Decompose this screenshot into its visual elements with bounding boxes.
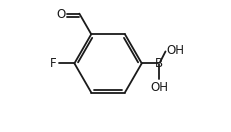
Text: O: O xyxy=(56,8,65,21)
Text: B: B xyxy=(154,57,162,70)
Text: OH: OH xyxy=(166,44,184,57)
Text: OH: OH xyxy=(149,81,167,93)
Text: F: F xyxy=(50,57,56,70)
